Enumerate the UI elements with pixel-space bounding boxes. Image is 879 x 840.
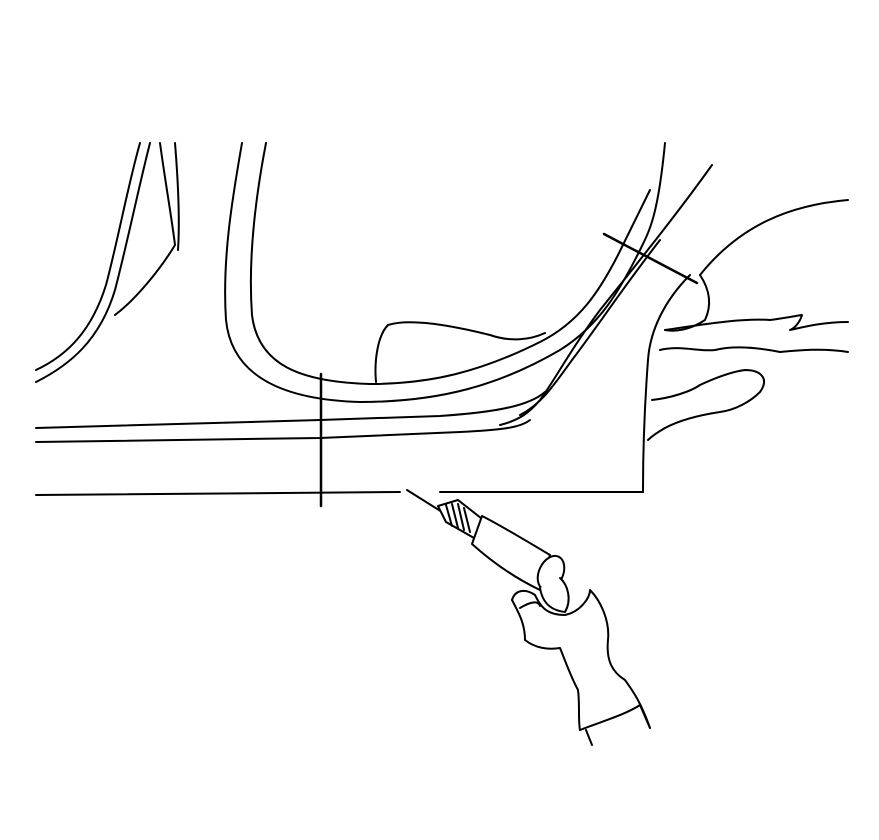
drill-chuck-ridge-4 [463,507,471,533]
interior-trim [374,321,546,383]
drill-bit [406,489,443,513]
front-pillar-outer-edge [35,142,151,383]
thumb [511,599,581,731]
finger [519,601,541,609]
wheel-arch-lip [664,274,711,332]
door-opening-outer-flange [224,142,666,403]
rocker-panel [35,372,644,508]
door-opening-inner-flange [249,142,651,385]
rear-door-opening [224,142,666,403]
drill-handle [539,577,570,613]
rocker-bottom-edge-left [35,491,401,496]
center-pillar-left-edge [114,142,176,316]
drill-chuck-ridge-2 [451,503,459,529]
drill-chuck-ridge-3 [457,503,465,531]
center-pillar [114,142,180,316]
quarter-panel [499,164,849,493]
sleeve [585,704,651,746]
hand-outline [511,589,651,729]
wheelhouse-liner-upper [664,314,849,331]
wheel-arch [699,199,849,276]
quarter-panel-front-edge [499,164,713,426]
front-pillar-inner-edge [35,142,141,371]
quarter-panel-cut-line [602,232,699,285]
quarter-panel-inner-edge [519,239,661,416]
wheelhouse-liner-lower [647,369,765,441]
rocker-upper-edge [35,391,546,429]
hand [511,589,651,746]
drill [406,489,570,613]
center-pillar-front-edge [174,142,180,251]
quarter-panel-lower-edge [642,274,691,493]
rocker-mid-edge [35,419,531,443]
front-pillar [35,142,151,383]
drill-chuck-ridge-1 [445,504,453,527]
wrist-cuff [579,704,641,731]
wheelhouse-liner-middle [659,346,849,353]
